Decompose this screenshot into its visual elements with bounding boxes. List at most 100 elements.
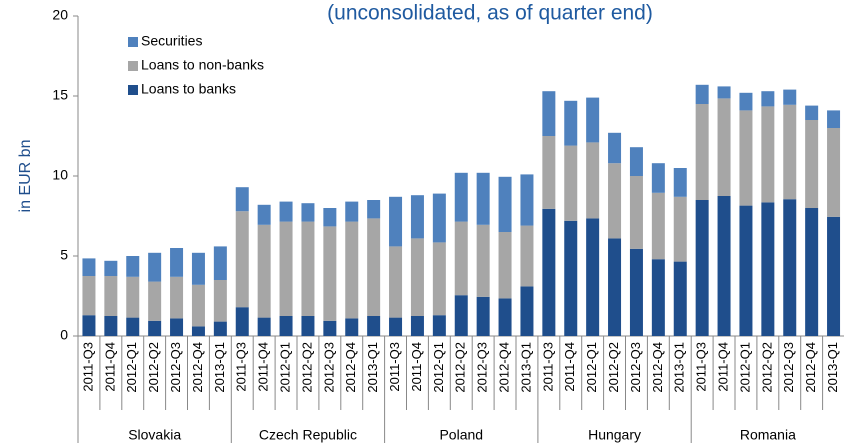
- bar-segment: [673, 196, 687, 262]
- bar-segment: [235, 307, 249, 336]
- y-tick-label: 15: [52, 87, 68, 103]
- bar-segment: [695, 104, 709, 200]
- x-tick-label: 2011-Q3: [387, 342, 402, 392]
- bar-segment: [476, 296, 490, 336]
- x-tick-label: 2012-Q1: [431, 342, 446, 393]
- bar-segment: [191, 326, 205, 336]
- x-tick-label: 2011-Q4: [715, 342, 730, 392]
- bar-segment: [608, 132, 622, 164]
- x-tick-label: 2012-Q3: [781, 342, 796, 393]
- bar-segment: [389, 317, 403, 336]
- bar-segment: [827, 216, 841, 336]
- bar-segment: [191, 284, 205, 327]
- group-label: Hungary: [588, 427, 641, 443]
- bar-segment: [432, 193, 446, 243]
- x-tick-label: 2012-Q4: [803, 342, 818, 393]
- group-label: Slovakia: [128, 427, 181, 443]
- legend-label: Loans to non-banks: [141, 57, 264, 73]
- bar-segment: [257, 204, 271, 225]
- bar-segment: [520, 286, 534, 336]
- bar-segment: [367, 316, 381, 336]
- bar-segment: [520, 225, 534, 287]
- bar-segment: [345, 221, 359, 319]
- bar-segment: [805, 120, 819, 208]
- bar-segment: [170, 248, 184, 277]
- x-tick-label: 2012-Q3: [168, 342, 183, 393]
- bar-segment: [454, 172, 468, 222]
- bar-segment: [432, 242, 446, 316]
- bar-segment: [651, 259, 665, 336]
- bar-segment: [104, 316, 118, 336]
- x-tick-label: 2012-Q2: [299, 342, 314, 393]
- bar-segment: [323, 320, 337, 336]
- bar-segment: [629, 147, 643, 176]
- x-tick-label: 2012-Q1: [737, 342, 752, 393]
- bar-segment: [695, 200, 709, 336]
- x-tick-label: 2012-Q1: [124, 342, 139, 393]
- bar-segment: [367, 218, 381, 316]
- x-tick-label: 2011-Q4: [102, 342, 117, 392]
- bar-segment: [454, 221, 468, 296]
- x-tick-label: 2012-Q2: [759, 342, 774, 393]
- bar-segment: [235, 211, 249, 308]
- legend-label: Loans to banks: [141, 81, 236, 97]
- bar-segment: [717, 98, 731, 196]
- group-label: Czech Republic: [259, 427, 357, 443]
- legend-label: Securities: [141, 33, 202, 49]
- y-axis-label: in EUR bn: [17, 140, 34, 213]
- bar-segment: [783, 104, 797, 200]
- x-tick-label: 2012-Q2: [146, 342, 161, 393]
- x-tick-label: 2011-Q4: [562, 342, 577, 392]
- bar-segment: [389, 196, 403, 247]
- x-tick-label: 2012-Q2: [453, 342, 468, 393]
- bar-segment: [82, 315, 96, 336]
- bar-segment: [126, 256, 140, 277]
- bar-segment: [542, 208, 556, 336]
- bar-segment: [389, 246, 403, 318]
- bar-segment: [827, 128, 841, 217]
- bar-segment: [432, 315, 446, 336]
- bar-segment: [673, 168, 687, 197]
- bar-segment: [629, 248, 643, 336]
- bar-segment: [148, 320, 162, 336]
- x-tick-label: 2012-Q4: [496, 342, 511, 393]
- bar-segment: [564, 145, 578, 221]
- bar-segment: [345, 201, 359, 222]
- bar-segment: [498, 232, 512, 299]
- bar-segment: [104, 260, 118, 276]
- bar-segment: [673, 261, 687, 336]
- group-label: Romania: [740, 427, 796, 443]
- x-tick-label: 2012-Q3: [628, 342, 643, 393]
- bar-segment: [498, 176, 512, 232]
- group-label: Poland: [439, 427, 483, 443]
- bar-segment: [498, 298, 512, 336]
- bar-segment: [520, 174, 534, 226]
- x-tick-label: 2011-Q4: [256, 342, 271, 392]
- bar-segment: [564, 220, 578, 336]
- bar-segment: [104, 276, 118, 316]
- x-tick-label: 2012-Q4: [190, 342, 205, 393]
- bar-segment: [410, 238, 424, 316]
- bar-segment: [279, 221, 293, 316]
- y-tick-label: 20: [52, 7, 68, 23]
- bar-segment: [279, 316, 293, 336]
- bar-segment: [345, 318, 359, 336]
- x-tick-label: 2012-Q4: [343, 342, 358, 393]
- bar-segment: [542, 91, 556, 136]
- bar-segment: [651, 163, 665, 193]
- bar-segment: [717, 196, 731, 336]
- x-tick-label: 2013-Q1: [518, 342, 533, 393]
- bar-segment: [783, 89, 797, 105]
- bar-segment: [82, 258, 96, 276]
- bar-segment: [301, 203, 315, 222]
- x-tick-label: 2013-Q1: [672, 342, 687, 393]
- bar-segment: [739, 205, 753, 336]
- bar-segment: [191, 252, 205, 285]
- bar-segment: [170, 276, 184, 319]
- legend-swatch: [128, 85, 138, 95]
- x-tick-label: 2011-Q3: [694, 342, 709, 392]
- bar-segment: [126, 276, 140, 318]
- bar-segment: [410, 195, 424, 239]
- bar-segment: [805, 208, 819, 336]
